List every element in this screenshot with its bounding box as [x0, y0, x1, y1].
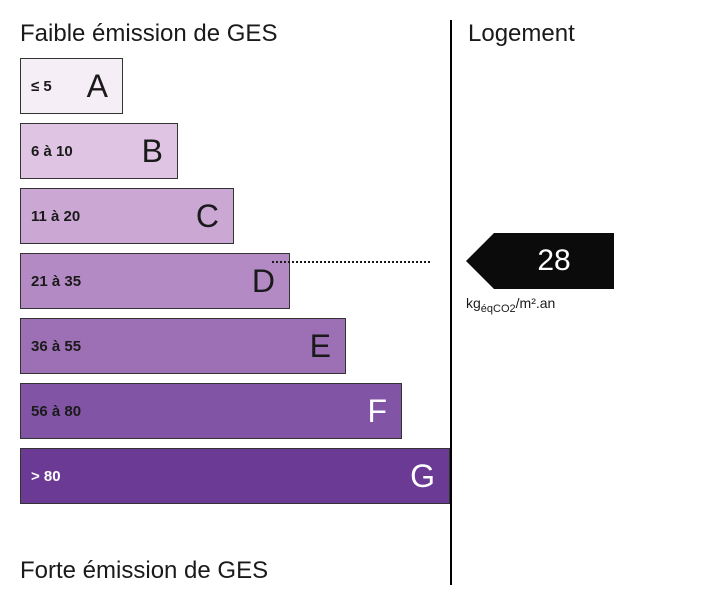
bar-letter: E [310, 328, 331, 365]
bar-range: 21 à 35 [31, 273, 81, 290]
bar-letter: D [252, 263, 275, 300]
bar-range: 11 à 20 [31, 208, 80, 225]
bar-b: 6 à 10 B [20, 123, 178, 179]
bar-range: 56 à 80 [31, 403, 81, 420]
pointer-line [272, 261, 430, 263]
bar-d: 21 à 35 D [20, 253, 290, 309]
bar-letter: B [142, 133, 163, 170]
bar-letter: F [367, 393, 387, 430]
title-low-emission: Faible émission de GES [20, 20, 450, 48]
unit-label: kgéqCO2/m².an [466, 295, 555, 315]
bars-group: ≤ 5 A 6 à 10 B 11 à 20 C 21 à 35 D 36 à 55 E 56 à … [20, 58, 450, 549]
bar-letter: A [87, 68, 108, 105]
bar-range: > 80 [31, 468, 61, 485]
title-high-emission: Forte émission de GES [20, 557, 450, 585]
bar-range: 36 à 55 [31, 338, 81, 355]
value-arrow: 28 [494, 233, 614, 289]
bar-range: ≤ 5 [31, 78, 52, 95]
vertical-divider [450, 20, 452, 585]
bar-range: 6 à 10 [31, 143, 73, 160]
title-logement: Logement [468, 20, 692, 48]
bar-f: 56 à 80 F [20, 383, 402, 439]
bar-c: 11 à 20 C [20, 188, 234, 244]
bar-g: > 80 G [20, 448, 450, 504]
left-panel: Faible émission de GES ≤ 5 A 6 à 10 B 11 à 2… [20, 20, 450, 585]
ges-diagram: Faible émission de GES ≤ 5 A 6 à 10 B 11 à 2… [20, 20, 692, 585]
bar-e: 36 à 55 E [20, 318, 346, 374]
bar-a: ≤ 5 A [20, 58, 123, 114]
bar-letter: G [410, 458, 435, 495]
bar-letter: C [196, 198, 219, 235]
